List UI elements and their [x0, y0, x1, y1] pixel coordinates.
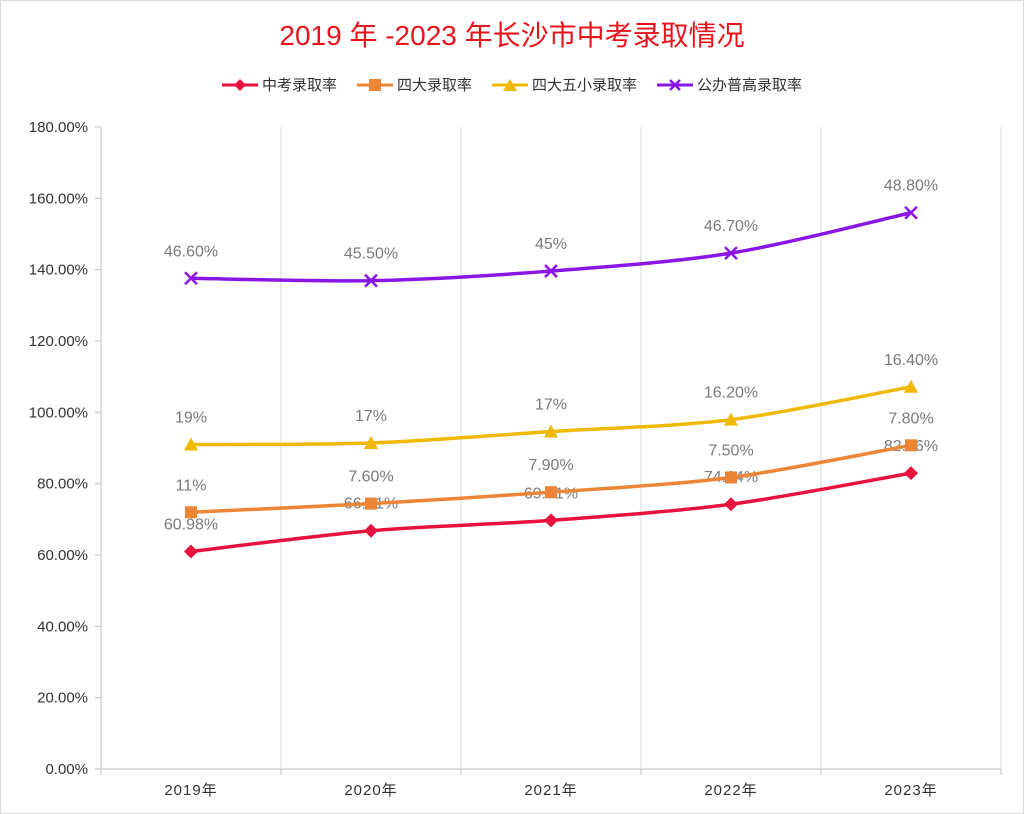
- data-point-square: [725, 471, 737, 484]
- data-point-square: [185, 506, 197, 519]
- data-point-triangle: [364, 435, 378, 449]
- data-point-square: [905, 439, 917, 452]
- y-tick-label: 20.00%: [37, 690, 88, 707]
- legend-item-series-0: 中考录取率: [221, 74, 337, 95]
- y-tick-label: 160.00%: [29, 190, 88, 207]
- data-label: 45.50%: [344, 246, 398, 263]
- legend-label: 中考录取率: [261, 76, 337, 94]
- y-tick-label: 100.00%: [29, 404, 88, 421]
- data-label: 7.60%: [348, 469, 393, 486]
- data-label: 7.80%: [888, 410, 933, 427]
- data-point-diamond: [904, 466, 918, 481]
- legend-marker-triangle-icon: [492, 78, 528, 91]
- chart-legend: 中考录取率 四大录取率 四大五小录取率 公办普高录取率: [0, 74, 1024, 95]
- data-label: 7.90%: [528, 457, 573, 474]
- data-label: 16.20%: [704, 385, 758, 402]
- legend-label: 四大五小录取率: [532, 76, 638, 94]
- data-label: 45%: [535, 236, 567, 253]
- legend-item-series-2: 四大五小录取率: [492, 74, 637, 95]
- data-point-square: [545, 486, 557, 499]
- data-point-triangle: [904, 379, 918, 393]
- data-point-triangle: [724, 412, 738, 426]
- x-tick-label: 2019年: [164, 782, 217, 799]
- data-point-diamond: [364, 523, 378, 538]
- data-point-x: [724, 246, 738, 261]
- y-tick-label: 40.00%: [37, 618, 88, 635]
- data-point-diamond: [544, 513, 558, 528]
- legend-marker-x-icon: [657, 78, 694, 91]
- x-tick-label: 2022年: [704, 782, 757, 799]
- data-label: 60.98%: [164, 517, 218, 534]
- y-tick-label: 180.00%: [29, 119, 88, 136]
- data-point-x: [904, 205, 918, 220]
- data-point-diamond: [724, 497, 738, 512]
- legend-marker-square-icon: [356, 78, 393, 91]
- data-label: 16.40%: [884, 352, 938, 369]
- data-label: 48.80%: [884, 178, 938, 195]
- data-point-x: [544, 264, 558, 278]
- x-tick-label: 2023年: [884, 782, 937, 799]
- legend-label: 四大录取率: [396, 76, 472, 94]
- data-label: 7.50%: [708, 442, 753, 459]
- data-point-square: [365, 497, 377, 510]
- y-tick-label: 80.00%: [37, 476, 88, 493]
- y-tick-label: 120.00%: [29, 333, 88, 350]
- y-tick-label: 0.00%: [45, 761, 88, 778]
- data-label: 17%: [355, 408, 387, 425]
- chart-title: 2019 年 -2023 年长沙市中考录取情况: [279, 20, 745, 51]
- y-tick-label: 60.00%: [37, 547, 88, 564]
- data-point-x: [364, 273, 378, 288]
- legend-item-series-1: 四大录取率: [356, 74, 472, 95]
- legend-marker-diamond-icon: [221, 78, 258, 91]
- data-point-diamond: [184, 544, 198, 559]
- data-label: 46.60%: [164, 243, 218, 260]
- y-tick-label: 140.00%: [29, 262, 88, 279]
- data-label: 46.70%: [704, 218, 758, 235]
- data-label: 19%: [175, 410, 207, 427]
- legend-label: 公办普高录取率: [697, 76, 803, 94]
- legend-item-series-3: 公办普高录取率: [657, 74, 802, 95]
- data-label: 17%: [535, 397, 567, 414]
- data-point-triangle: [184, 437, 198, 451]
- data-point-triangle: [544, 424, 558, 438]
- data-label: 11%: [176, 477, 207, 494]
- x-tick-label: 2021年: [524, 782, 577, 799]
- data-point-x: [184, 271, 198, 286]
- x-tick-label: 2020年: [344, 782, 397, 799]
